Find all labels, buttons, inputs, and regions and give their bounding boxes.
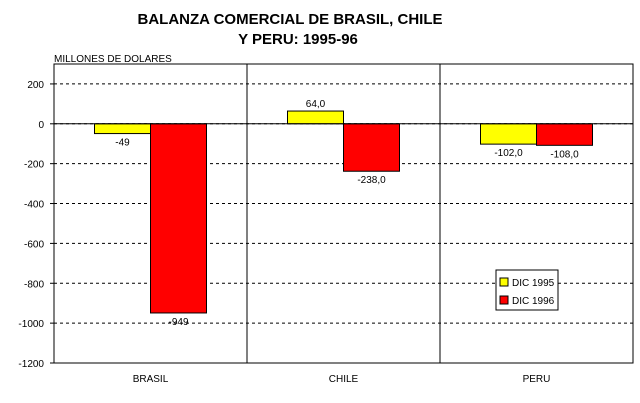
bar [94, 123, 151, 135]
y-tick-label: -800 [24, 279, 44, 290]
data-label: -238,0 [357, 175, 386, 186]
data-label: -102,0 [494, 148, 523, 159]
y-tick-label: -400 [24, 200, 44, 211]
y-tick-label: -600 [24, 239, 44, 250]
legend-swatch [499, 277, 509, 287]
y-tick-label: -1000 [18, 319, 44, 330]
bar [343, 123, 400, 172]
bar [480, 123, 537, 145]
bar [150, 123, 207, 314]
data-label: -949 [168, 317, 188, 328]
category-label: CHILE [329, 374, 359, 385]
data-label: 64,0 [306, 99, 326, 110]
chart-title-line1: BALANZA COMERCIAL DE BRASIL, CHILE [138, 11, 443, 28]
y-tick-label: 200 [27, 80, 44, 91]
bar [536, 123, 593, 146]
plot-frame [53, 63, 634, 364]
y-tick-label: 0 [38, 120, 44, 131]
y-tick-label: -200 [24, 160, 44, 171]
legend-swatch [499, 295, 509, 305]
data-label: -49 [115, 138, 130, 149]
category-label: PERU [523, 374, 551, 385]
legend-label: DIC 1995 [512, 278, 555, 289]
y-axis-label: MILLONES DE DOLARES [54, 54, 172, 65]
chart-title-line2: Y PERU: 1995-96 [238, 31, 358, 48]
bar [287, 110, 344, 125]
legend-label: DIC 1996 [512, 296, 555, 307]
y-tick-label: -1200 [18, 359, 44, 370]
plot-area: 200 0 -200 -400 -600 -800 -1000 -1200 BRASIL CHIL… [18, 63, 634, 385]
category-label: BRASIL [133, 374, 169, 385]
data-label: -108,0 [550, 149, 579, 160]
